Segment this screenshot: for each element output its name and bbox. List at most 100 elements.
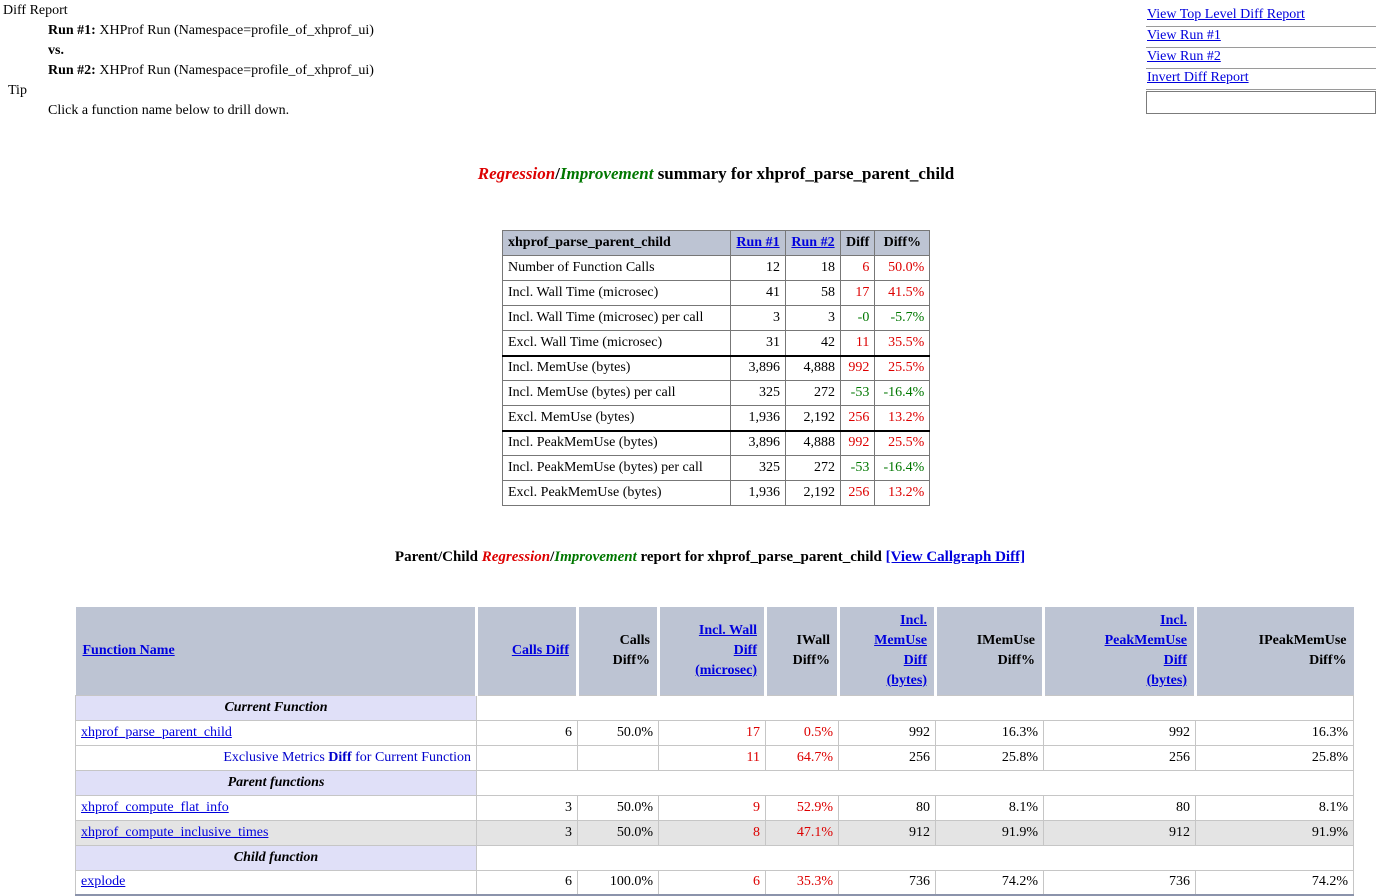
diff-header: Diff bbox=[839, 230, 876, 256]
value-cell: 16.3% bbox=[935, 719, 1044, 746]
function-name-sort-link[interactable]: Function Name bbox=[82, 642, 175, 658]
run1-label: Run #1: bbox=[48, 23, 96, 38]
metric-run1-value: 3,896 bbox=[730, 354, 786, 381]
function-name-cell: xhprof_compute_inclusive_times bbox=[75, 819, 477, 846]
report-title-prefix: Parent/Child bbox=[394, 549, 482, 565]
view-run-1-link[interactable]: View Run #1 bbox=[1147, 28, 1221, 43]
ipeakmemuse-diff-column-header: IPeakMemUse Diff% bbox=[1195, 607, 1354, 695]
metric-run1-value: 41 bbox=[730, 280, 786, 306]
metric-run2-value: 4,888 bbox=[785, 429, 841, 456]
function-link-explode[interactable]: explode bbox=[81, 874, 126, 890]
exclusive-label-diff: Diff bbox=[328, 749, 352, 765]
summary-row: Incl. MemUse (bytes) 3,896 4,888 992 25.5% bbox=[502, 354, 931, 381]
view-callgraph-diff-link[interactable]: [View Callgraph Diff] bbox=[885, 549, 1026, 565]
metric-run1-value: 325 bbox=[730, 380, 786, 406]
value-cell: 17 bbox=[658, 719, 766, 746]
report-row: Exclusive Metrics Diff for Current Funct… bbox=[75, 744, 1354, 771]
value-cell: 736 bbox=[838, 869, 936, 896]
function-link-xhprof-compute-inclusive-times[interactable]: xhprof_compute_inclusive_times bbox=[81, 824, 269, 840]
report-row: xhprof_parse_parent_child 6 50.0% 17 0.5% 992… bbox=[75, 719, 1354, 746]
metric-diff-value: 256 bbox=[839, 480, 876, 506]
run1-description: XHProf Run (Namespace=profile_of_xhprof_… bbox=[99, 23, 374, 38]
diff-report-label: Diff Report bbox=[3, 3, 68, 18]
metric-diff-value: -0 bbox=[839, 305, 876, 331]
value-cell: 91.9% bbox=[935, 819, 1044, 846]
metric-diff-value: 256 bbox=[839, 405, 876, 431]
view-top-level-diff-report-link[interactable]: View Top Level Diff Report bbox=[1147, 7, 1305, 22]
incl-wall-diff-microsec-sort-link[interactable]: Incl. Wall Diff (microsec) bbox=[695, 622, 757, 678]
summary-row: Number of Function Calls 12 18 6 50.0% bbox=[502, 255, 931, 281]
summary-row: Incl. Wall Time (microsec) per call 3 3 -0-… bbox=[502, 305, 931, 331]
value-cell bbox=[577, 744, 659, 771]
metric-label: Incl. MemUse (bytes) per call bbox=[502, 380, 731, 406]
section-label: Parent functions bbox=[75, 769, 477, 796]
metric-run2-value: 3 bbox=[785, 305, 841, 331]
report-header-row: Function Name Calls Diff Calls Diff% Incl. … bbox=[75, 607, 1354, 695]
run-2-header: Run #2 bbox=[785, 230, 841, 256]
value-cell: 3 bbox=[476, 794, 578, 821]
calls-diff-sort-link[interactable]: Calls Diff bbox=[511, 642, 569, 658]
value-cell: 256 bbox=[1043, 744, 1196, 771]
metric-run1-value: 12 bbox=[730, 255, 786, 281]
value-cell bbox=[476, 744, 578, 771]
incl-peakmemuse-diff-bytes-column-header: Incl. PeakMemUse Diff (bytes) bbox=[1043, 607, 1197, 695]
function-name-cell: xhprof_compute_flat_info bbox=[75, 794, 477, 821]
summary-row: Excl. MemUse (bytes) 1,936 2,192 256 13.2% bbox=[502, 405, 931, 431]
function-link-xhprof-parse-parent-child[interactable]: xhprof_parse_parent_child bbox=[81, 724, 232, 740]
report-table: Function Name Calls Diff Calls Diff% Incl. … bbox=[75, 607, 1354, 896]
summary-row: Incl. PeakMemUse (bytes) per call 325 272-… bbox=[502, 455, 931, 481]
function-search-input[interactable] bbox=[1146, 91, 1376, 114]
value-cell: 256 bbox=[838, 744, 936, 771]
metric-run2-value: 58 bbox=[785, 280, 841, 306]
function-link-xhprof-compute-flat-info[interactable]: xhprof_compute_flat_info bbox=[81, 799, 229, 815]
value-cell: 64.7% bbox=[765, 744, 839, 771]
imemuse-diff-label: IMemUse Diff% bbox=[976, 632, 1035, 668]
run-1-link[interactable]: Run #1 bbox=[736, 235, 780, 250]
nav-links: View Top Level Diff Report View Run #1 Vie… bbox=[1146, 6, 1376, 90]
incl-memuse-diff-bytes-sort-link[interactable]: Incl. MemUse Diff (bytes) bbox=[874, 612, 927, 688]
vs-label: vs. bbox=[48, 43, 64, 58]
metric-run1-value: 325 bbox=[730, 455, 786, 481]
metric-diffpct-value: -5.7% bbox=[874, 305, 931, 331]
nav-row: View Run #1 bbox=[1146, 27, 1376, 48]
imemuse-diff-column-header: IMemUse Diff% bbox=[935, 607, 1045, 695]
run-1-header: Run #1 bbox=[730, 230, 786, 256]
value-cell: 80 bbox=[1043, 794, 1196, 821]
value-cell: 9 bbox=[658, 794, 766, 821]
title-slash: / bbox=[550, 549, 555, 565]
run2-label: Run #2: bbox=[48, 63, 96, 78]
value-cell: 35.3% bbox=[765, 869, 839, 896]
report-title: Parent/Child Regression/Improvement repo… bbox=[0, 549, 1376, 566]
value-cell: 0.5% bbox=[765, 719, 839, 746]
section-label: Current Function bbox=[75, 694, 477, 721]
metric-run2-value: 2,192 bbox=[785, 480, 841, 506]
metric-diff-value: 11 bbox=[839, 330, 876, 356]
metric-label: Incl. PeakMemUse (bytes) per call bbox=[502, 455, 731, 481]
summary-row: Excl. PeakMemUse (bytes) 1,936 2,192 256 13.… bbox=[502, 480, 931, 506]
section-label: Child function bbox=[75, 844, 477, 871]
metric-diff-value: 6 bbox=[839, 255, 876, 281]
value-cell: 91.9% bbox=[1195, 819, 1354, 846]
view-run-2-link[interactable]: View Run #2 bbox=[1147, 49, 1221, 64]
metric-run2-value: 272 bbox=[785, 380, 841, 406]
incl-peakmemuse-diff-bytes-sort-link[interactable]: Incl. PeakMemUse Diff (bytes) bbox=[1104, 612, 1187, 688]
metric-diff-value: 17 bbox=[839, 280, 876, 306]
run-2-link[interactable]: Run #2 bbox=[791, 235, 835, 250]
value-cell: 50.0% bbox=[577, 794, 659, 821]
value-cell: 50.0% bbox=[577, 819, 659, 846]
run2-description: XHProf Run (Namespace=profile_of_xhprof_… bbox=[99, 63, 374, 78]
exclusive-metrics-label: Exclusive Metrics Diff for Current Funct… bbox=[75, 744, 477, 771]
value-cell: 912 bbox=[1043, 819, 1196, 846]
calls-diff-column-header: Calls Diff bbox=[476, 607, 579, 695]
summary-title: Regression/Improvement summary for xhpro… bbox=[0, 164, 1376, 184]
summary-title-rest: summary for xhprof_parse_parent_child bbox=[653, 164, 955, 183]
metric-label: Excl. Wall Time (microsec) bbox=[502, 330, 731, 356]
value-cell: 6 bbox=[658, 869, 766, 896]
invert-diff-report-link[interactable]: Invert Diff Report bbox=[1147, 70, 1249, 85]
value-cell: 6 bbox=[476, 719, 578, 746]
improvement-word: Improvement bbox=[559, 164, 654, 183]
value-cell: 8 bbox=[658, 819, 766, 846]
metric-diff-value: -53 bbox=[839, 380, 876, 406]
metric-diff-value: 992 bbox=[839, 354, 876, 381]
metric-diffpct-value: 35.5% bbox=[874, 330, 931, 356]
